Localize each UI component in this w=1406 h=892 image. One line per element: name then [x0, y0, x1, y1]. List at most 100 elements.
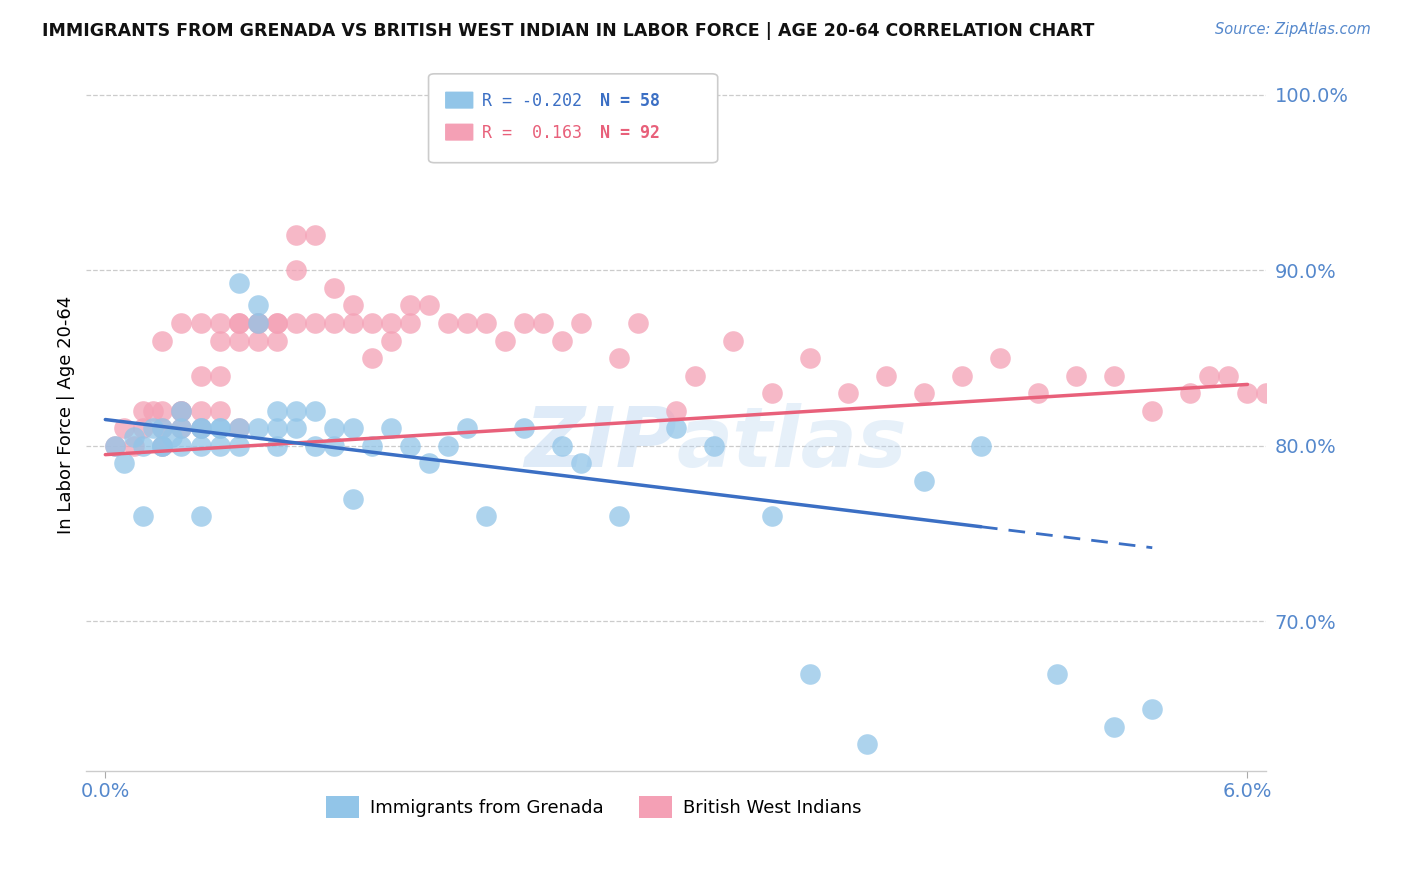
Point	[342, 491, 364, 506]
Point	[456, 316, 478, 330]
Point	[685, 368, 707, 383]
Point	[1102, 720, 1125, 734]
Point	[208, 368, 231, 383]
Point	[122, 430, 145, 444]
Point	[418, 298, 440, 312]
Point	[132, 403, 155, 417]
Point	[266, 316, 288, 330]
Point	[399, 298, 422, 312]
Text: ZIP: ZIP	[524, 403, 676, 484]
Point	[875, 368, 897, 383]
Point	[246, 316, 269, 330]
Point	[152, 421, 174, 435]
Y-axis label: In Labor Force | Age 20-64: In Labor Force | Age 20-64	[58, 296, 75, 534]
Point	[569, 457, 592, 471]
Point	[1256, 386, 1278, 401]
Point	[208, 403, 231, 417]
Point	[112, 457, 135, 471]
Point	[104, 439, 127, 453]
Point	[970, 439, 993, 453]
Point	[132, 509, 155, 524]
Point	[246, 421, 269, 435]
Point	[208, 334, 231, 348]
Point	[418, 457, 440, 471]
Point	[761, 386, 783, 401]
Point	[104, 439, 127, 453]
Point	[208, 316, 231, 330]
Point	[703, 439, 725, 453]
Point	[569, 316, 592, 330]
Point	[228, 334, 250, 348]
Point	[723, 334, 745, 348]
Point	[228, 276, 250, 290]
Point	[170, 421, 193, 435]
Point	[360, 316, 382, 330]
Point	[437, 316, 460, 330]
Point	[399, 439, 422, 453]
Point	[122, 439, 145, 453]
Point	[342, 316, 364, 330]
Point	[190, 421, 212, 435]
Point	[228, 421, 250, 435]
Point	[1236, 386, 1258, 401]
Point	[152, 439, 174, 453]
Point	[142, 403, 165, 417]
Point	[912, 474, 935, 488]
Text: Source: ZipAtlas.com: Source: ZipAtlas.com	[1215, 22, 1371, 37]
FancyBboxPatch shape	[429, 74, 717, 162]
Point	[228, 439, 250, 453]
Point	[266, 334, 288, 348]
Point	[284, 263, 307, 277]
Text: N = 58: N = 58	[600, 92, 659, 111]
Point	[380, 316, 402, 330]
Text: R = -0.202: R = -0.202	[482, 92, 582, 111]
Point	[1026, 386, 1049, 401]
Point	[190, 421, 212, 435]
Point	[1369, 386, 1392, 401]
Point	[950, 368, 973, 383]
Point	[380, 421, 402, 435]
Point	[399, 316, 422, 330]
Point	[152, 421, 174, 435]
Point	[1064, 368, 1087, 383]
Point	[322, 316, 344, 330]
Point	[304, 316, 326, 330]
Point	[170, 421, 193, 435]
FancyBboxPatch shape	[446, 124, 474, 141]
Point	[170, 403, 193, 417]
Point	[799, 351, 821, 365]
Point	[360, 439, 382, 453]
Point	[1198, 368, 1220, 383]
Point	[208, 421, 231, 435]
Point	[456, 421, 478, 435]
Point	[1142, 702, 1164, 716]
Point	[152, 403, 174, 417]
Point	[988, 351, 1011, 365]
Point	[160, 430, 183, 444]
Point	[322, 421, 344, 435]
Point	[304, 439, 326, 453]
Point	[266, 421, 288, 435]
Point	[228, 316, 250, 330]
Point	[132, 439, 155, 453]
Point	[284, 421, 307, 435]
Point	[1274, 386, 1296, 401]
Text: IMMIGRANTS FROM GRENADA VS BRITISH WEST INDIAN IN LABOR FORCE | AGE 20-64 CORREL: IMMIGRANTS FROM GRENADA VS BRITISH WEST …	[42, 22, 1094, 40]
Point	[837, 386, 859, 401]
Point	[1389, 368, 1406, 383]
Point	[284, 316, 307, 330]
Point	[513, 316, 536, 330]
Point	[855, 737, 877, 751]
Point	[627, 316, 650, 330]
Point	[190, 316, 212, 330]
Point	[1331, 368, 1354, 383]
Point	[551, 334, 574, 348]
Point	[475, 316, 498, 330]
Point	[607, 509, 630, 524]
Point	[342, 298, 364, 312]
Point	[170, 403, 193, 417]
Point	[360, 351, 382, 365]
Legend: Immigrants from Grenada, British West Indians: Immigrants from Grenada, British West In…	[319, 789, 869, 826]
Point	[170, 316, 193, 330]
Point	[1350, 403, 1372, 417]
